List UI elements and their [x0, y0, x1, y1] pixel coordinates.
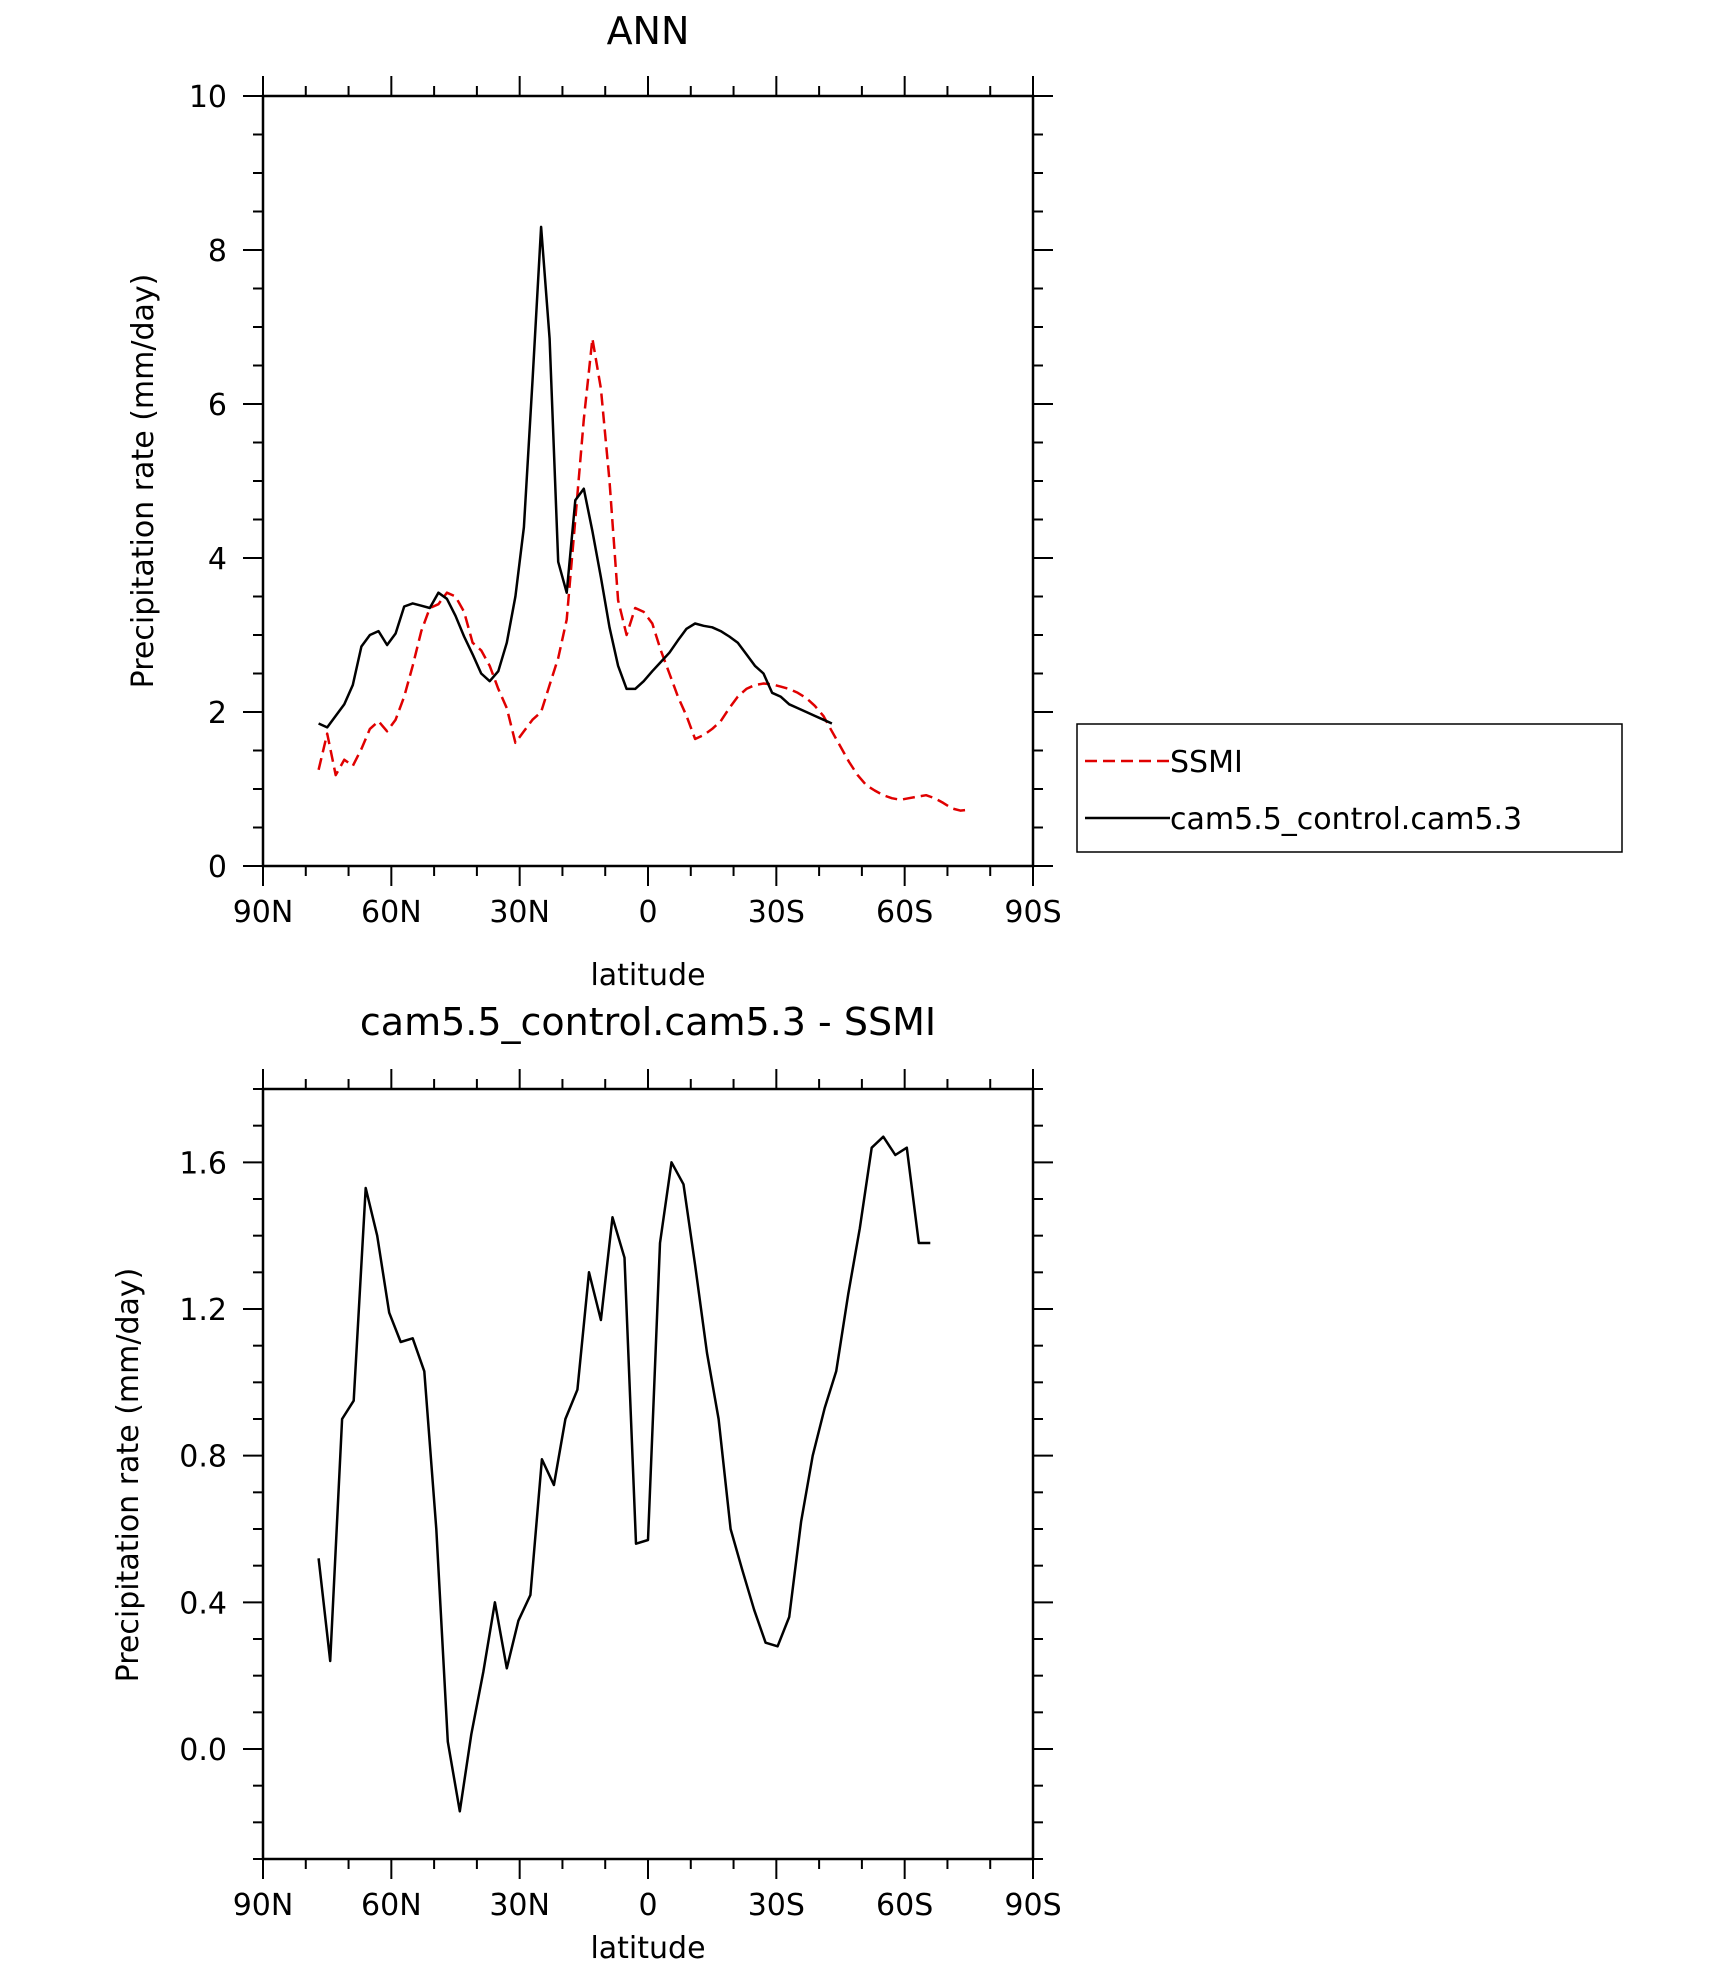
- bottom-x-tick-label: 90N: [233, 1888, 294, 1923]
- legend-label-cam: cam5.5_control.cam5.3: [1170, 802, 1522, 837]
- bottom-y-tick-label: 1.6: [179, 1146, 227, 1181]
- bottom-x-tick-label: 30N: [489, 1888, 550, 1923]
- bottom-y-tick-label: 0.4: [179, 1586, 227, 1621]
- bottom-y-tick-label: 0.8: [179, 1440, 227, 1475]
- bottom-series-line-0: [317, 1135, 931, 1813]
- bottom-plot: cam5.5_control.cam5.3 - SSMI 90N 60N 30N 0 3…: [111, 1000, 1062, 1961]
- bottom-x-tick-label: 90S: [1004, 1888, 1061, 1923]
- top-y-tick-label: 8: [208, 234, 227, 269]
- bottom-tick-labels: 90N 60N 30N 0 30S 60S 90S 0.0 0.4 0.8 1.2 1.6: [179, 1146, 1061, 1923]
- bottom-y-axis-label: Precipitation rate (mm/day): [111, 1268, 146, 1683]
- top-y-tick-label: 0: [208, 850, 227, 885]
- bottom-y-tick-label: 0.0: [179, 1733, 227, 1768]
- top-x-tick-label: 90N: [233, 895, 294, 930]
- legend-box: [1076, 723, 1623, 853]
- top-y-axis-label: Precipitation rate (mm/day): [126, 274, 161, 689]
- top-x-tick-label: 30N: [489, 895, 550, 930]
- bottom-x-axis-label: latitude: [590, 1931, 705, 1961]
- top-x-tick-label: 0: [638, 895, 657, 930]
- top-ticks: [243, 76, 1053, 886]
- bottom-series: [317, 1135, 931, 1813]
- top-x-tick-label: 60S: [876, 895, 933, 930]
- top-plot-frame: [261, 94, 1035, 868]
- bottom-plot-title: cam5.5_control.cam5.3 - SSMI: [360, 1000, 936, 1044]
- top-series-line-0: [317, 337, 969, 812]
- bottom-plot-frame: [261, 1087, 1035, 1861]
- top-x-tick-label: 60N: [361, 895, 422, 930]
- top-x-axis-label: latitude: [590, 958, 705, 993]
- top-y-tick-label: 6: [208, 388, 227, 423]
- top-x-tick-label: 30S: [748, 895, 805, 930]
- legend: SSMI cam5.5_control.cam5.3: [1076, 723, 1623, 853]
- legend-label-ssmi: SSMI: [1170, 745, 1243, 780]
- top-y-tick-label: 4: [208, 542, 227, 577]
- bottom-x-tick-label: 60S: [876, 1888, 933, 1923]
- top-x-tick-label: 90S: [1004, 895, 1061, 930]
- top-y-tick-label: 2: [208, 696, 227, 731]
- top-tick-labels: 90N 60N 30N 0 30S 60S 90S 0 2 4 6 8 10: [189, 80, 1062, 930]
- top-plot-title: ANN: [607, 9, 690, 53]
- bottom-x-tick-label: 30S: [748, 1888, 805, 1923]
- bottom-x-tick-label: 0: [638, 1888, 657, 1923]
- bottom-y-tick-label: 1.2: [179, 1293, 227, 1328]
- bottom-ticks: [243, 1069, 1053, 1879]
- top-series-line-1: [318, 225, 833, 729]
- bottom-x-tick-label: 60N: [361, 1888, 422, 1923]
- top-y-tick-label: 10: [189, 80, 227, 115]
- top-series: [317, 225, 969, 812]
